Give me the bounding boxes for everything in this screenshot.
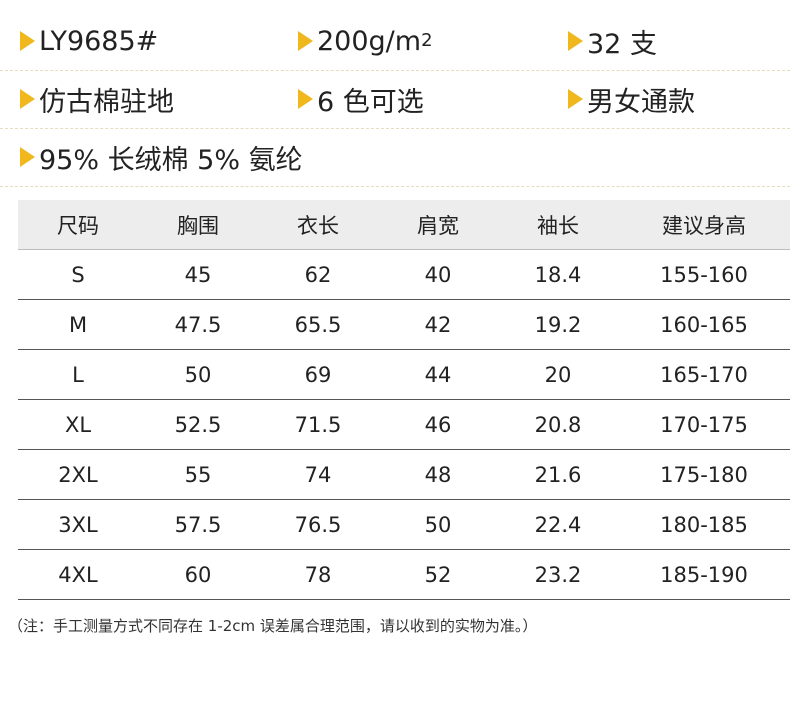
table-row: 2XL 55 74 48 21.6 175-180	[18, 449, 790, 500]
cell-sleeve: 21.6	[498, 449, 618, 500]
cell-height: 155-160	[618, 249, 790, 300]
spec-item-unisex: 男女通款	[568, 70, 695, 128]
cell-shoulder: 44	[378, 349, 498, 400]
spec-item-fabric: 仿古棉驻地	[20, 70, 174, 128]
table-row: M 47.5 65.5 42 19.2 160-165	[18, 299, 790, 350]
cell-sleeve: 22.4	[498, 499, 618, 550]
cell-shoulder: 42	[378, 299, 498, 350]
triangle-bullet-icon	[20, 89, 35, 109]
cell-chest: 47.5	[138, 299, 258, 350]
triangle-bullet-icon	[298, 89, 313, 109]
spec-text: 仿古棉驻地	[39, 86, 174, 118]
cell-shoulder: 46	[378, 399, 498, 450]
header-sleeve: 袖长	[498, 200, 618, 250]
table-row: S 45 62 40 18.4 155-160	[18, 249, 790, 300]
cell-sleeve: 19.2	[498, 299, 618, 350]
cell-length: 76.5	[258, 499, 378, 550]
cell-chest: 45	[138, 249, 258, 300]
cell-size: L	[18, 349, 138, 400]
cell-chest: 52.5	[138, 399, 258, 450]
cell-height: 170-175	[618, 399, 790, 450]
cell-height: 165-170	[618, 349, 790, 400]
cell-length: 78	[258, 549, 378, 600]
cell-sleeve: 20	[498, 349, 618, 400]
spec-item-weight: 200g/m 2	[298, 12, 433, 70]
spec-row-3: 95% 长绒棉 5% 氨纶	[0, 128, 790, 187]
spec-item-composition: 95% 长绒棉 5% 氨纶	[20, 128, 303, 186]
cell-length: 65.5	[258, 299, 378, 350]
cell-height: 185-190	[618, 549, 790, 600]
cell-shoulder: 48	[378, 449, 498, 500]
cell-sleeve: 20.8	[498, 399, 618, 450]
spec-text: 男女通款	[587, 86, 695, 118]
spec-text: 6 色可选	[317, 86, 424, 118]
cell-height: 160-165	[618, 299, 790, 350]
spec-item-colors: 6 色可选	[298, 70, 424, 128]
header-length: 衣长	[258, 200, 378, 250]
table-row: XL 52.5 71.5 46 20.8 170-175	[18, 399, 790, 450]
spec-item-yarn-count: 32 支	[568, 12, 657, 70]
cell-size: S	[18, 249, 138, 300]
header-height: 建议身高	[618, 200, 790, 250]
cell-height: 175-180	[618, 449, 790, 500]
cell-size: 2XL	[18, 449, 138, 500]
table-row: 3XL 57.5 76.5 50 22.4 180-185	[18, 499, 790, 550]
cell-size: 3XL	[18, 499, 138, 550]
cell-size: M	[18, 299, 138, 350]
cell-shoulder: 50	[378, 499, 498, 550]
cell-size: 4XL	[18, 549, 138, 600]
cell-sleeve: 18.4	[498, 249, 618, 300]
cell-sleeve: 23.2	[498, 549, 618, 600]
cell-shoulder: 52	[378, 549, 498, 600]
triangle-bullet-icon	[298, 31, 313, 51]
triangle-bullet-icon	[20, 31, 35, 51]
table-header-row: 尺码 胸围 衣长 肩宽 袖长 建议身高	[18, 200, 790, 250]
triangle-bullet-icon	[20, 147, 35, 167]
triangle-bullet-icon	[568, 31, 583, 51]
cell-length: 71.5	[258, 399, 378, 450]
measurement-note: （注：手工测量方式不同存在 1-2cm 误差属合理范围，请以收到的实物为准。）	[8, 617, 538, 635]
header-shoulder: 肩宽	[378, 200, 498, 250]
spec-text: 95% 长绒棉 5% 氨纶	[39, 144, 303, 176]
cell-chest: 55	[138, 449, 258, 500]
size-table: 尺码 胸围 衣长 肩宽 袖长 建议身高 S 45 62 40 18.4 155-…	[18, 200, 790, 600]
cell-chest: 60	[138, 549, 258, 600]
header-size: 尺码	[18, 200, 138, 250]
cell-length: 74	[258, 449, 378, 500]
spec-item-style-code: LY9685#	[20, 12, 158, 70]
table-row: L 50 69 44 20 165-170	[18, 349, 790, 400]
spec-text: LY9685#	[39, 25, 159, 57]
spec-row-2: 仿古棉驻地 6 色可选 男女通款	[0, 70, 790, 129]
cell-shoulder: 40	[378, 249, 498, 300]
cell-size: XL	[18, 399, 138, 450]
cell-chest: 50	[138, 349, 258, 400]
spec-text: 200g/m	[317, 25, 422, 57]
cell-length: 62	[258, 249, 378, 300]
cell-height: 180-185	[618, 499, 790, 550]
table-row: 4XL 60 78 52 23.2 185-190	[18, 549, 790, 600]
header-chest: 胸围	[138, 200, 258, 250]
cell-length: 69	[258, 349, 378, 400]
triangle-bullet-icon	[568, 89, 583, 109]
cell-chest: 57.5	[138, 499, 258, 550]
spec-text: 32 支	[587, 28, 657, 60]
spec-row-1: LY9685# 200g/m 2 32 支	[0, 12, 790, 71]
